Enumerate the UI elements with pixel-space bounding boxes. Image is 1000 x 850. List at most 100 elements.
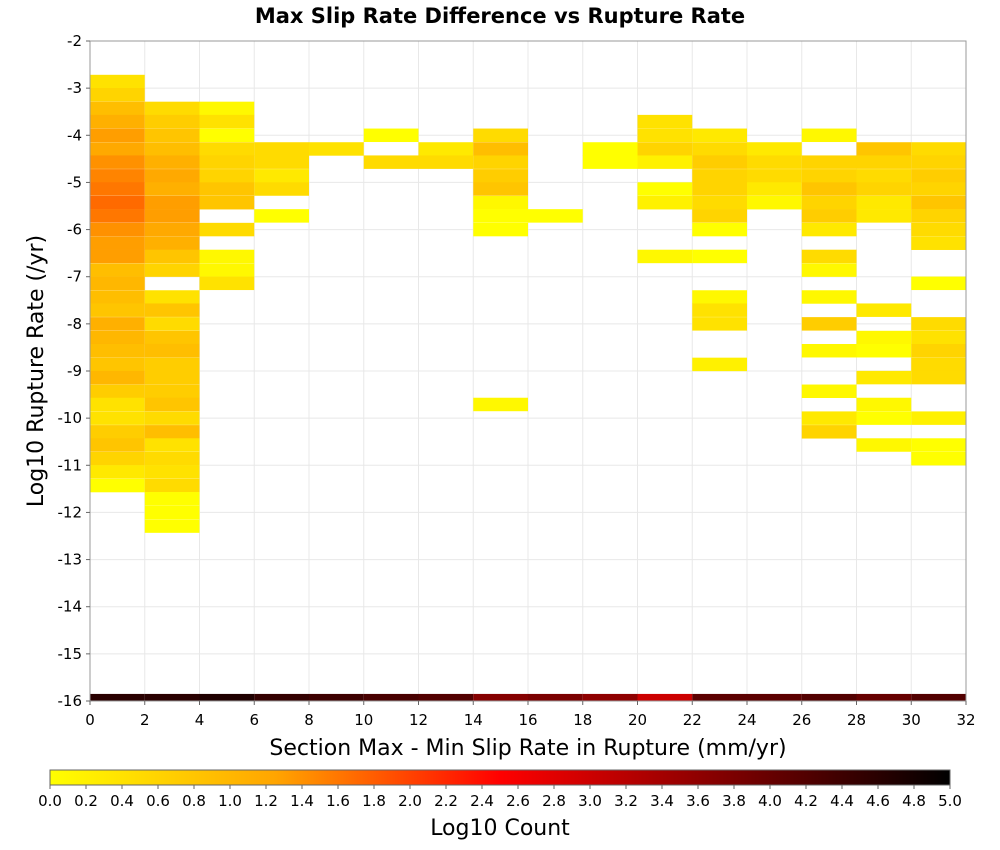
heatmap-cell [747, 693, 802, 701]
heatmap-cell [254, 182, 309, 196]
heatmap-cell [528, 693, 583, 701]
heatmap-cell [144, 142, 200, 156]
heatmap-cell [473, 222, 528, 237]
heatmap-cell [582, 142, 638, 156]
heatmap-cell [856, 343, 912, 358]
heatmap-cell [90, 370, 145, 385]
colorbar-tick-label: 3.4 [650, 792, 674, 810]
heatmap-cell [856, 155, 912, 169]
heatmap-cell [90, 384, 145, 399]
y-tick-label: -10 [58, 409, 83, 427]
heatmap-cell [473, 169, 528, 183]
heatmap-cell [692, 169, 747, 183]
heatmap-cell [856, 330, 912, 345]
heatmap-cell [90, 317, 145, 331]
y-tick-label: -14 [58, 598, 83, 616]
heatmap-cell [199, 114, 255, 129]
y-tick-label: -3 [67, 79, 82, 97]
heatmap-cell [144, 370, 200, 385]
heatmap-cell [199, 155, 255, 169]
heatmap-cell [144, 290, 200, 304]
colorbar-tick-label: 1.4 [290, 792, 314, 810]
heatmap-cell [144, 236, 200, 250]
heatmap-cell [856, 195, 912, 210]
y-tick-label: -9 [67, 362, 82, 380]
heatmap-cell [90, 142, 145, 156]
heatmap-cell [801, 155, 857, 169]
heatmap-cell [911, 276, 966, 291]
x-tick-label: 10 [354, 711, 373, 729]
colorbar-tick-label: 3.8 [722, 792, 746, 810]
heatmap-cell [199, 693, 255, 701]
colorbar-tick-label: 4.8 [902, 792, 926, 810]
heatmap-cell [199, 263, 255, 277]
heatmap-cell [144, 357, 200, 372]
heatmap-cell [692, 357, 747, 372]
colorbar-ticks: 0.0 0.2 0.4 0.6 0.8 1.0 1.2 1.4 1.6 1.8 2.0 2.2 2.4 2… [38, 785, 962, 810]
y-tick-label: -12 [58, 503, 83, 521]
x-tick-label: 28 [847, 711, 866, 729]
heatmap-cell [801, 128, 857, 143]
heatmap-cell [144, 451, 200, 466]
heatmap-cell [144, 303, 200, 317]
colorbar-tick-label: 0.0 [38, 792, 62, 810]
heatmap-cell [90, 451, 145, 466]
x-tick-label: 4 [195, 711, 205, 729]
heatmap-cell [90, 263, 145, 277]
heatmap-cell [144, 478, 200, 493]
heatmap-cell [911, 222, 966, 237]
heatmap-cell [90, 425, 145, 439]
heatmap-cell [90, 303, 145, 317]
heatmap-cell [90, 222, 145, 237]
heatmap-cell [144, 249, 200, 264]
heatmap-cell [90, 330, 145, 345]
chart-title: Max Slip Rate Difference vs Rupture Rate [255, 4, 745, 28]
heatmap-cell [254, 142, 309, 156]
heatmap-cell [637, 195, 693, 210]
heatmap-cell [473, 182, 528, 196]
heatmap-cell [692, 303, 747, 317]
heatmap-cell [911, 236, 966, 250]
heatmap-cell [911, 142, 966, 156]
heatmap-cell [144, 330, 200, 345]
heatmap-cell [90, 465, 145, 479]
x-tick-label: 14 [464, 711, 483, 729]
heatmap-cell [90, 195, 145, 210]
heatmap-cell [144, 693, 200, 701]
heatmap-cell [90, 411, 145, 425]
heatmap-cell [911, 451, 966, 466]
heatmap-cell [637, 182, 693, 196]
heatmap-cell [801, 425, 857, 439]
heatmap-cell [692, 142, 747, 156]
heatmap-cell [911, 411, 966, 425]
heatmap-cell [363, 128, 419, 143]
heatmap-cell [144, 263, 200, 277]
heatmap-cell [911, 317, 966, 331]
heatmap-cell [363, 693, 419, 701]
heatmap-cell [911, 370, 966, 385]
heatmap-cell [199, 182, 255, 196]
heatmap-cell [801, 411, 857, 425]
heatmap-cell [90, 114, 145, 129]
heatmap-cell [856, 370, 912, 385]
heatmap-cell [528, 209, 583, 223]
heatmap-cell [144, 114, 200, 129]
heatmap-cell [90, 101, 145, 116]
heatmap-cell [144, 492, 200, 506]
heatmap-cell [637, 249, 693, 264]
heatmap-cell [309, 693, 364, 701]
heatmap-cell [911, 438, 966, 452]
heatmap-cell [692, 249, 747, 264]
heatmap-cell [747, 155, 802, 169]
heatmap-cell [801, 693, 857, 701]
x-tick-label: 2 [140, 711, 150, 729]
heatmap-cell [473, 195, 528, 210]
heatmap-cell [747, 182, 802, 196]
heatmap-cell [363, 155, 419, 169]
colorbar-tick-label: 4.0 [758, 792, 782, 810]
colorbar-tick-label: 0.4 [110, 792, 134, 810]
y-tick-label: -11 [58, 456, 83, 474]
heatmap-cell [582, 693, 638, 701]
heatmap-cell [692, 222, 747, 237]
